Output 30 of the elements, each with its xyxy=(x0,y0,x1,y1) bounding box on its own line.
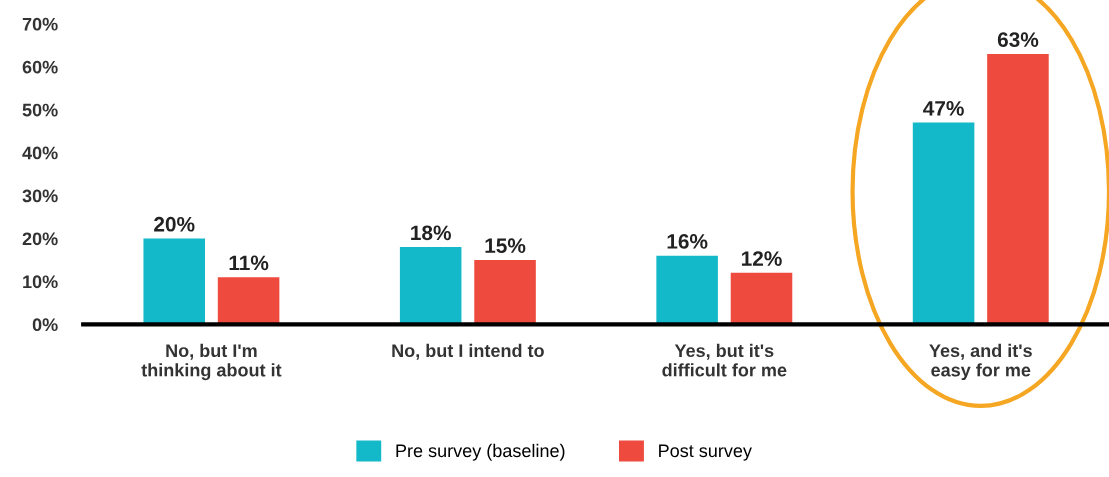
legend-label: Post survey xyxy=(659,444,752,461)
data-label: 63% xyxy=(997,32,1039,48)
bar xyxy=(399,247,462,325)
y-tick-label: 0% xyxy=(32,318,58,332)
bar xyxy=(143,238,205,325)
y-tick-label: 10% xyxy=(23,275,58,289)
x-tick-label: Yes, but it's difficult for me xyxy=(662,343,787,377)
x-tick-label: Yes, and it's easy for me xyxy=(929,343,1032,381)
bar xyxy=(730,272,793,325)
legend-label: Pre survey (baseline) xyxy=(396,443,565,461)
data-label: 11% xyxy=(229,255,269,271)
bar xyxy=(656,255,718,325)
data-label: 15% xyxy=(485,238,526,254)
y-tick-label: 30% xyxy=(22,189,58,203)
x-tick-label: No, but I intend to xyxy=(392,343,544,360)
bar xyxy=(217,277,280,325)
y-tick-label: 60% xyxy=(22,60,58,74)
data-label: 47% xyxy=(923,100,964,116)
data-label: 12% xyxy=(741,251,782,266)
bar xyxy=(474,259,536,325)
bar xyxy=(912,122,975,325)
data-label: 16% xyxy=(667,234,708,249)
bar xyxy=(987,53,1049,325)
y-tick-label: 40% xyxy=(22,146,58,160)
y-tick-label: 20% xyxy=(22,232,58,246)
x-tick-label: No, but I'm thinking about it xyxy=(141,343,282,381)
y-tick-label: 50% xyxy=(22,103,58,117)
y-tick-label: 70% xyxy=(22,17,58,31)
data-label: 20% xyxy=(154,216,195,232)
data-label: 18% xyxy=(411,225,451,241)
